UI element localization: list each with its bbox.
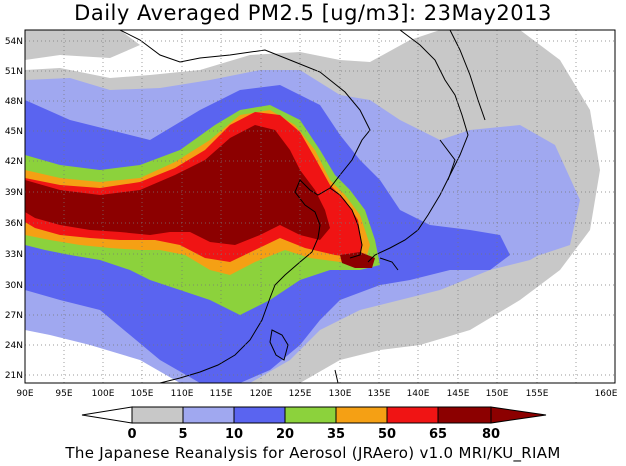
lon-label: 105E xyxy=(131,389,154,399)
lon-label: 115E xyxy=(210,389,233,399)
colorbar-seg-1 xyxy=(131,406,184,424)
lon-label: 100E xyxy=(92,389,115,399)
lon-label: 110E xyxy=(171,389,194,399)
colorbar-label: 35 xyxy=(327,427,345,442)
lat-label: 39N xyxy=(5,188,23,198)
contour-darkred xyxy=(25,125,330,245)
colorbar-seg-2 xyxy=(182,406,235,424)
lat-label: 51N xyxy=(5,67,23,77)
lon-label: 90E xyxy=(16,389,33,399)
lat-label: 21N xyxy=(5,371,23,381)
colorbar-seg-3 xyxy=(233,406,286,424)
lon-label: 145E xyxy=(447,389,470,399)
map-caption: The Japanese Reanalysis for Aerosol (JRA… xyxy=(65,444,561,462)
lon-label: 95E xyxy=(55,389,72,399)
lat-label: 48N xyxy=(5,97,23,107)
plot-frame xyxy=(24,29,616,384)
lon-label: 150E xyxy=(486,389,509,399)
colorbar-seg-8 xyxy=(490,406,547,424)
colorbar-label: 80 xyxy=(482,427,500,442)
lat-labels: 54N 51N 48N 45N 42N 39N 36N 33N 30N 27N … xyxy=(5,37,23,381)
lat-label: 33N xyxy=(5,250,23,260)
lat-label: 54N xyxy=(5,37,23,47)
pm25-field xyxy=(25,30,600,383)
colorbar-label: 50 xyxy=(378,427,396,442)
lon-label: 130E xyxy=(329,389,352,399)
contour-darkred-korea xyxy=(340,252,375,268)
lon-label: 120E xyxy=(250,389,273,399)
lat-label: 30N xyxy=(5,281,23,291)
contour-lavender-e xyxy=(470,125,580,255)
colorbar-seg-6 xyxy=(386,406,439,424)
colorbar-labels: 0 5 10 20 35 50 65 80 xyxy=(127,427,500,442)
lon-label: 155E xyxy=(526,389,549,399)
colorbar-label: 65 xyxy=(429,427,447,442)
lon-label: 160E xyxy=(595,389,618,399)
lat-label: 42N xyxy=(5,157,23,167)
colorbar-seg-5 xyxy=(335,406,388,424)
map-title: Daily Averaged PM2.5 [ug/m3]: 23May2013 xyxy=(74,1,552,25)
colorbar-seg-0 xyxy=(81,406,133,424)
lon-label: 125E xyxy=(289,389,312,399)
lon-label: 135E xyxy=(368,389,391,399)
colorbar-label: 5 xyxy=(178,427,187,442)
colorbar-label: 0 xyxy=(127,427,136,442)
contour-grey-nw xyxy=(25,30,140,60)
lon-labels: 90E 95E 100E 105E 110E 115E 120E 125E 13… xyxy=(16,389,617,399)
colorbar-seg-7 xyxy=(437,406,492,424)
lat-label: 45N xyxy=(5,127,23,137)
lat-label: 27N xyxy=(5,311,23,321)
lon-label: 140E xyxy=(407,389,430,399)
colorbar-label: 10 xyxy=(225,427,243,442)
colorbar xyxy=(81,406,547,424)
lat-label: 36N xyxy=(5,219,23,229)
colorbar-label: 20 xyxy=(276,427,294,442)
colorbar-seg-4 xyxy=(284,406,337,424)
lat-label: 24N xyxy=(5,341,23,351)
graticule xyxy=(25,30,615,383)
coastlines xyxy=(119,30,486,383)
